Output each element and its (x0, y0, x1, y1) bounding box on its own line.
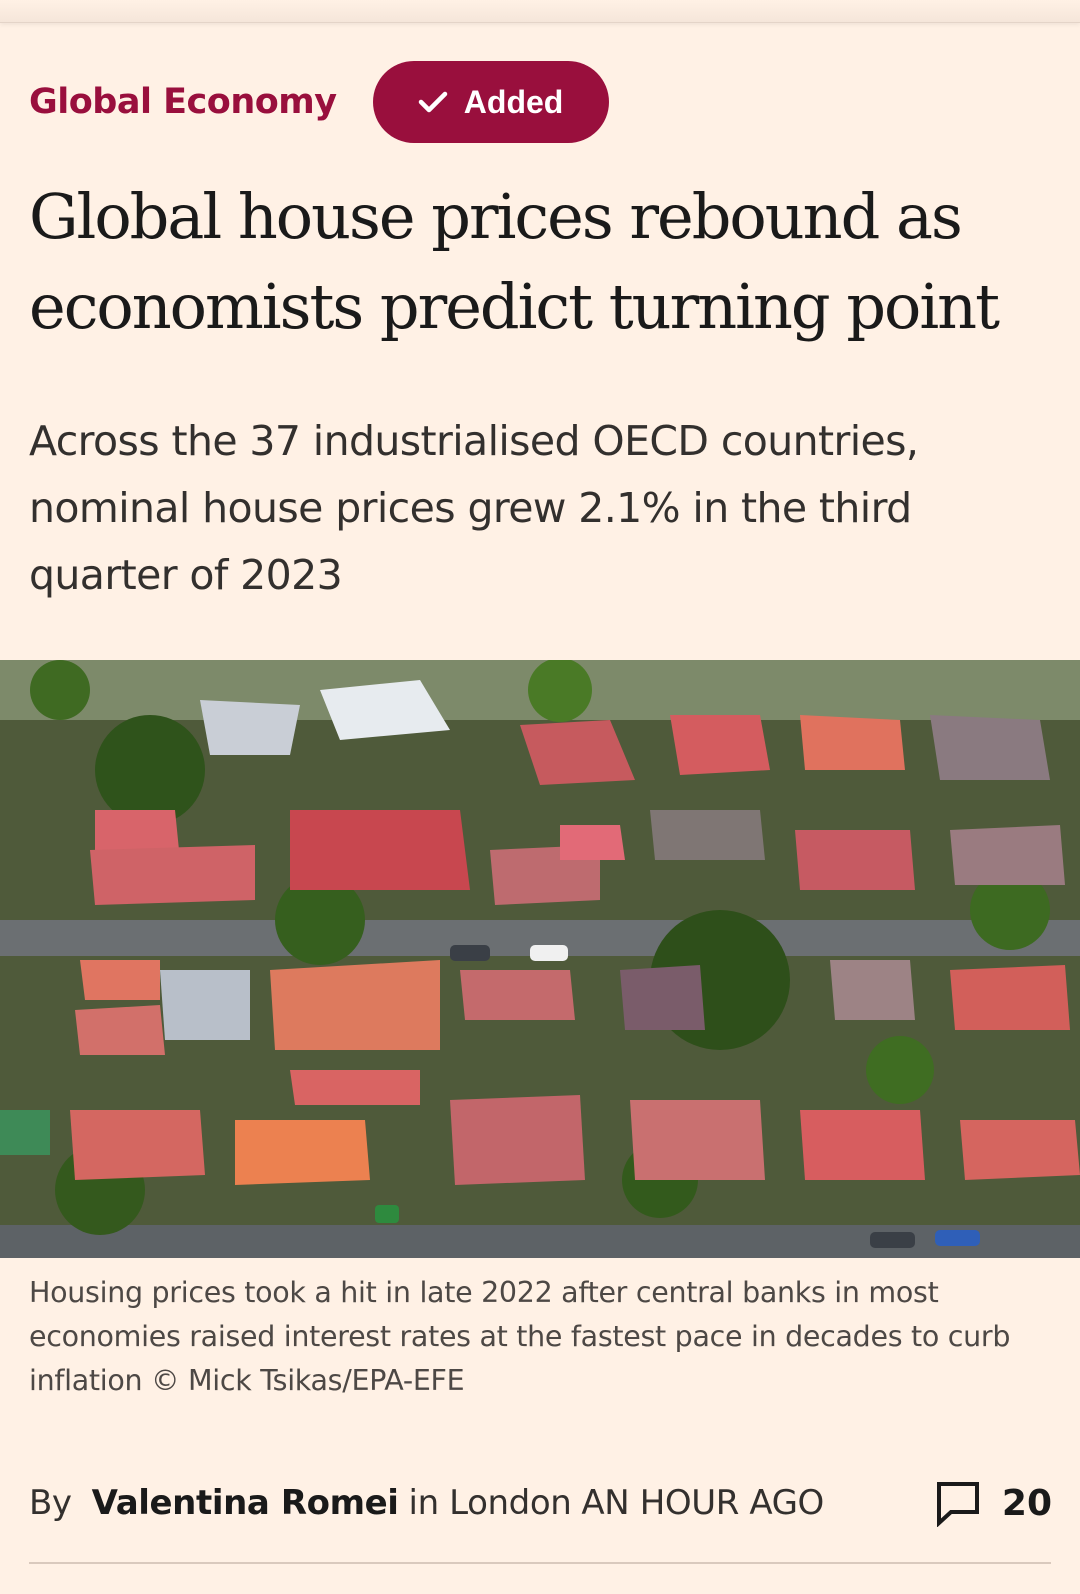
byline-time: AN HOUR AGO (581, 1483, 824, 1523)
image-caption: Housing prices took a hit in late 2022 a… (29, 1276, 1011, 1397)
byline: By Valentina Romei in London AN HOUR AGO (29, 1473, 824, 1533)
added-label: Added (463, 83, 564, 120)
comments-button[interactable]: 20 (934, 1473, 1052, 1533)
author-link[interactable]: Valentina Romei (91, 1483, 399, 1523)
suburban-houses-photo (0, 660, 1080, 1258)
check-icon (418, 91, 448, 113)
added-follow-button[interactable]: Added (372, 61, 609, 143)
topic-link[interactable]: Global Economy (29, 82, 337, 122)
speech-bubble-icon (936, 1482, 979, 1527)
headline: Global house prices rebound as economist… (29, 180, 1000, 343)
standfirst: Across the 37 industrialised OECD countr… (29, 417, 919, 599)
topic-row: Global Economy Added (29, 61, 609, 143)
byline-location: in London (408, 1483, 572, 1523)
byline-prefix: By (29, 1483, 72, 1523)
top-bar (0, 0, 1080, 23)
comment-count: 20 (1001, 1482, 1052, 1524)
divider (29, 1562, 1051, 1564)
